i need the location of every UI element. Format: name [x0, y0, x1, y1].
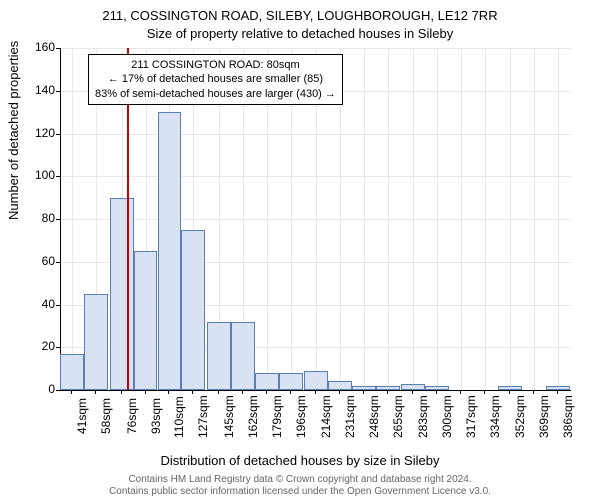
x-tick-label: 162sqm — [246, 398, 260, 438]
x-tick-label: 248sqm — [367, 398, 381, 438]
gridline-v — [558, 48, 559, 390]
y-tick-label: 60 — [15, 254, 55, 268]
x-tick-mark — [436, 390, 437, 394]
x-tick-label: 231sqm — [343, 398, 357, 438]
x-tick-label: 196sqm — [294, 398, 308, 438]
x-tick-mark — [460, 390, 461, 394]
histogram-bar — [60, 354, 84, 390]
y-tick-mark — [56, 347, 60, 348]
chart-title-main: 211, COSSINGTON ROAD, SILEBY, LOUGHBOROU… — [0, 8, 600, 23]
histogram-bar — [376, 386, 400, 390]
x-tick-label: 179sqm — [270, 398, 284, 438]
gridline-v — [364, 48, 365, 390]
y-tick-mark — [56, 305, 60, 306]
x-tick-label: 386sqm — [561, 398, 575, 438]
y-tick-mark — [56, 48, 60, 49]
y-tick-mark — [56, 134, 60, 135]
x-tick-label: 127sqm — [196, 398, 210, 438]
y-tick-mark — [56, 262, 60, 263]
y-tick-mark — [56, 91, 60, 92]
x-tick-label: 352sqm — [513, 398, 527, 438]
histogram-bar — [158, 112, 182, 390]
gridline-v — [534, 48, 535, 390]
x-tick-mark — [557, 390, 558, 394]
y-tick-mark — [56, 176, 60, 177]
x-tick-mark — [484, 390, 485, 394]
x-tick-label: 58sqm — [99, 398, 113, 438]
y-tick-mark — [56, 390, 60, 391]
x-tick-label: 214sqm — [319, 398, 333, 438]
x-tick-label: 110sqm — [172, 398, 186, 438]
histogram-bar — [110, 198, 134, 390]
attribution: Contains HM Land Registry data © Crown c… — [0, 474, 600, 498]
x-tick-label: 93sqm — [149, 398, 163, 438]
x-tick-mark — [363, 390, 364, 394]
y-tick-label: 80 — [15, 211, 55, 225]
x-tick-mark — [290, 390, 291, 394]
attribution-line-1: Contains HM Land Registry data © Crown c… — [0, 474, 600, 486]
x-tick-mark — [168, 390, 169, 394]
x-tick-label: 265sqm — [391, 398, 405, 438]
y-tick-label: 160 — [15, 40, 55, 54]
histogram-bar — [546, 386, 570, 390]
info-box: 211 COSSINGTON ROAD: 80sqm ← 17% of deta… — [88, 54, 343, 105]
x-tick-mark — [266, 390, 267, 394]
x-tick-mark — [412, 390, 413, 394]
y-tick-label: 120 — [15, 126, 55, 140]
y-tick-label: 100 — [15, 168, 55, 182]
y-tick-label: 0 — [15, 382, 55, 396]
x-tick-mark — [95, 390, 96, 394]
x-tick-label: 300sqm — [440, 398, 454, 438]
x-tick-mark — [192, 390, 193, 394]
histogram-bar — [304, 371, 328, 390]
x-tick-mark — [71, 390, 72, 394]
x-tick-label: 317sqm — [464, 398, 478, 438]
gridline-v — [510, 48, 511, 390]
histogram-bar — [255, 373, 279, 390]
x-tick-mark — [339, 390, 340, 394]
x-tick-mark — [533, 390, 534, 394]
gridline-v — [72, 48, 73, 390]
x-tick-mark — [242, 390, 243, 394]
x-tick-mark — [315, 390, 316, 394]
histogram-bar — [328, 381, 352, 390]
info-line-3: 83% of semi-detached houses are larger (… — [95, 87, 336, 101]
x-tick-mark — [509, 390, 510, 394]
y-tick-mark — [56, 219, 60, 220]
histogram-bar — [401, 384, 425, 390]
x-tick-label: 76sqm — [125, 398, 139, 438]
histogram-bar — [279, 373, 303, 390]
chart-title-sub: Size of property relative to detached ho… — [0, 26, 600, 41]
histogram-bar — [352, 386, 376, 390]
histogram-bar — [231, 322, 255, 390]
attribution-line-2: Contains public sector information licen… — [0, 486, 600, 498]
x-tick-mark — [121, 390, 122, 394]
x-tick-mark — [387, 390, 388, 394]
histogram-bar — [498, 386, 522, 390]
y-tick-label: 140 — [15, 83, 55, 97]
y-tick-label: 20 — [15, 339, 55, 353]
histogram-bar — [84, 294, 108, 390]
y-tick-label: 40 — [15, 297, 55, 311]
x-tick-label: 283sqm — [416, 398, 430, 438]
x-tick-label: 41sqm — [75, 398, 89, 438]
histogram-bar — [181, 230, 205, 390]
x-tick-label: 334sqm — [488, 398, 502, 438]
chart-container: 211, COSSINGTON ROAD, SILEBY, LOUGHBOROU… — [0, 0, 600, 500]
histogram-bar — [207, 322, 231, 390]
x-tick-label: 369sqm — [537, 398, 551, 438]
x-axis-label: Distribution of detached houses by size … — [0, 453, 600, 468]
gridline-v — [485, 48, 486, 390]
gridline-v — [413, 48, 414, 390]
gridline-v — [461, 48, 462, 390]
info-line-1: 211 COSSINGTON ROAD: 80sqm — [95, 58, 336, 72]
x-tick-mark — [218, 390, 219, 394]
gridline-v — [437, 48, 438, 390]
histogram-bar — [134, 251, 158, 390]
x-tick-label: 145sqm — [222, 398, 236, 438]
info-line-2: ← 17% of detached houses are smaller (85… — [95, 72, 336, 86]
gridline-v — [388, 48, 389, 390]
x-tick-mark — [145, 390, 146, 394]
